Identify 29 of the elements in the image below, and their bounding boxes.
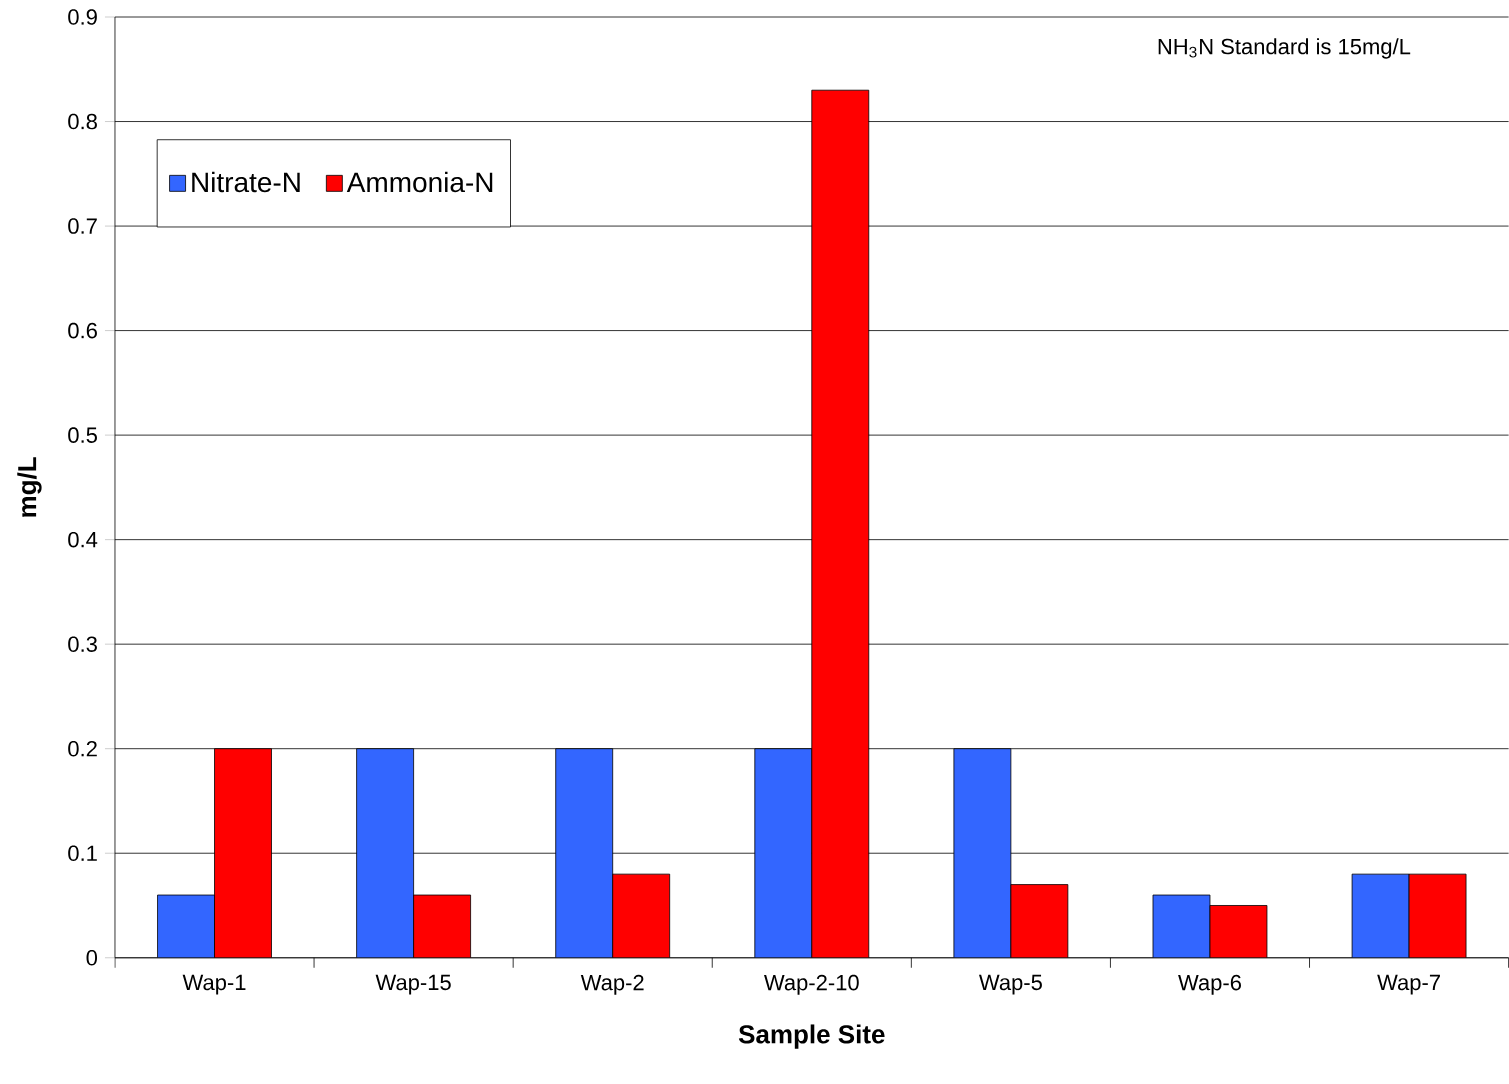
x-tick-label: Wap-1 xyxy=(182,974,246,995)
bar xyxy=(1152,894,1211,958)
y-tick-label: 0.6 xyxy=(68,322,97,339)
x-axis-title: Sample Site xyxy=(738,1024,885,1049)
y-tick-label: 0.9 xyxy=(68,9,97,25)
y-tick-label: 0.8 xyxy=(68,113,97,130)
x-tick-label: Wap-2-10 xyxy=(764,974,859,995)
bar xyxy=(1351,873,1410,958)
y-tick-label: 0.5 xyxy=(68,427,97,444)
y-tick-label: 0 xyxy=(86,950,98,966)
legend-label: Nitrate-N xyxy=(192,171,300,193)
x-tick-label: Wap-15 xyxy=(375,974,451,995)
bar xyxy=(953,748,1012,958)
x-tick-label: Wap-5 xyxy=(979,974,1042,995)
bar xyxy=(754,748,813,958)
bar xyxy=(157,894,215,958)
x-tick-label: Wap-7 xyxy=(1377,974,1440,995)
x-tick-label: Wap-6 xyxy=(1178,974,1241,995)
y-axis-title: mg/L xyxy=(17,457,42,517)
legend-label: Ammonia-N xyxy=(346,171,493,193)
x-tick-label: Wap-2 xyxy=(580,974,644,995)
y-tick-label: 0.2 xyxy=(68,741,97,757)
y-tick-label: 0.1 xyxy=(68,845,97,862)
bar xyxy=(356,748,415,958)
y-tick-label: 0.4 xyxy=(68,532,98,548)
y-tick-label: 0.3 xyxy=(68,636,97,653)
annotation: NH$_{3}$N Standard is 15mg/L xyxy=(1158,38,1411,59)
bar xyxy=(555,748,614,958)
y-tick-label: 0.7 xyxy=(68,218,97,234)
